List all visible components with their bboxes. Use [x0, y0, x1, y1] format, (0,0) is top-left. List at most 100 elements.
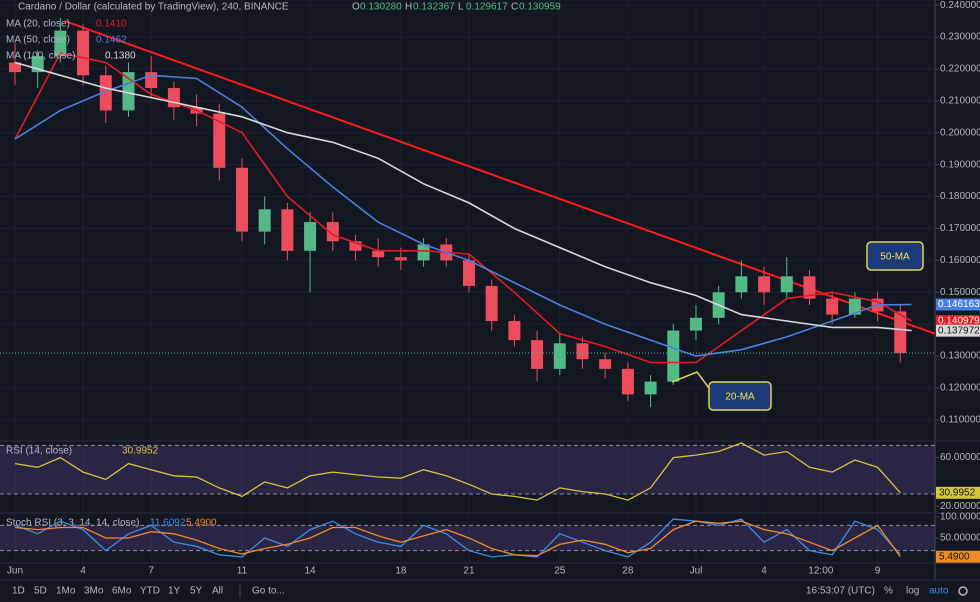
value-tag: [936, 550, 980, 563]
x-tick-label: Jul: [690, 566, 703, 577]
candle-body: [599, 359, 612, 369]
scale-option[interactable]: auto: [929, 586, 949, 597]
range-button[interactable]: 6Mo: [112, 586, 132, 597]
value-tag-label: 30.9952: [939, 487, 976, 498]
x-tick-label: 18: [395, 566, 407, 577]
candle-body: [349, 241, 362, 251]
ohlc-key: L: [458, 2, 464, 13]
candle-body: [462, 260, 475, 286]
clock: 16:53:07 (UTC): [806, 586, 875, 597]
ohlc-key: O: [352, 2, 360, 13]
price-tag-label: 0.146163: [938, 299, 980, 310]
legend-name: MA (20, close): [6, 19, 70, 30]
candle-body: [8, 62, 21, 73]
symbol-title: Cardano / Dollar (calculated by TradingV…: [18, 2, 289, 13]
x-tick-label: 21: [463, 566, 475, 577]
legend-value: 5.4900: [186, 518, 217, 529]
band-fill: [0, 445, 935, 495]
y-tick-label: 0.240000: [940, 0, 980, 11]
settings-icon[interactable]: [958, 586, 968, 596]
candle-body: [372, 250, 385, 258]
candle-body: [780, 276, 793, 293]
candle-body: [213, 113, 226, 168]
value-tag-label: 5.4900: [939, 551, 970, 562]
moving-average: [14, 61, 912, 332]
scale-option[interactable]: %: [884, 586, 893, 597]
x-tick-label: 9: [875, 566, 881, 577]
y-tick-label: 0.110000: [940, 415, 980, 426]
candle-body: [621, 368, 634, 395]
legend-value: 0.1380: [105, 51, 136, 62]
annotation-text: 20-MA: [725, 392, 755, 403]
x-tick-label: 25: [554, 566, 566, 577]
y-tick-label: 0.180000: [940, 191, 980, 202]
annotation-box: [866, 241, 924, 271]
candle-body: [417, 244, 430, 261]
range-button[interactable]: All: [212, 586, 223, 597]
candle-body: [644, 381, 657, 395]
annotation-text: 50-MA: [880, 252, 910, 263]
legend-name: MA (50, close): [6, 35, 70, 46]
y-tick-label: 0.150000: [940, 287, 980, 298]
pane-title: Stoch RSI (3, 3, 14, 14, close): [6, 518, 139, 529]
candle-body: [508, 320, 521, 341]
candle-body: [553, 343, 566, 369]
price-tag: [936, 315, 980, 328]
candle-body: [304, 222, 317, 251]
range-button[interactable]: 1D: [12, 586, 25, 597]
ohlc-value: 0.129617: [466, 2, 508, 13]
oscillator-line: [14, 442, 901, 501]
x-tick-label: 11: [237, 566, 248, 577]
y-tick-label: 0.220000: [940, 64, 980, 75]
candle-body: [531, 340, 544, 369]
candle-body: [394, 257, 407, 261]
candle-body: [894, 311, 907, 354]
candle-body: [485, 285, 498, 321]
range-button[interactable]: 1Mo: [56, 586, 76, 597]
pane-title: RSI (14, close): [6, 446, 72, 457]
goto-button[interactable]: Go to...: [252, 586, 285, 597]
x-tick-label: 4: [80, 566, 86, 577]
legend-value: 11.6092: [150, 518, 186, 529]
value-tag: [936, 486, 980, 499]
legend-value: 0.1462: [96, 35, 127, 46]
ohlc-key: C: [511, 2, 518, 13]
candle-body: [848, 298, 861, 315]
x-tick-label: 28: [622, 566, 634, 577]
legend-value: 0.1410: [96, 19, 127, 30]
candle-body: [758, 276, 771, 293]
ohlc-value: 0.130280: [360, 2, 402, 13]
ohlc-key: H: [405, 2, 412, 13]
x-tick-label: 4: [761, 566, 767, 577]
candle-body: [235, 167, 248, 232]
range-button[interactable]: 5D: [34, 586, 47, 597]
ohlc-value: 0.130959: [519, 2, 561, 13]
candle-body: [667, 330, 680, 382]
candle-body: [258, 209, 271, 232]
range-button[interactable]: YTD: [140, 586, 160, 597]
range-button[interactable]: 1Y: [168, 586, 181, 597]
range-button[interactable]: 3Mo: [84, 586, 104, 597]
price-axis-bg: [935, 0, 980, 580]
range-button[interactable]: 5Y: [190, 586, 203, 597]
y-tick-label: 0.120000: [940, 383, 980, 394]
moving-average: [14, 74, 912, 357]
legend-name: MA (100, close): [6, 51, 75, 62]
candle-body: [99, 75, 112, 111]
y-tick-label: 0.200000: [940, 127, 980, 138]
candle-body: [77, 30, 90, 76]
x-tick-label: 12:00: [808, 566, 833, 577]
annotation-box: [708, 381, 772, 411]
price-tag: [936, 298, 980, 311]
y-tick-label: 0.170000: [940, 223, 980, 234]
y-tick-label: 0.210000: [940, 95, 980, 106]
moving-average: [14, 52, 912, 364]
scale-option[interactable]: log: [906, 586, 919, 597]
y-tick-label: 0.190000: [940, 159, 980, 170]
